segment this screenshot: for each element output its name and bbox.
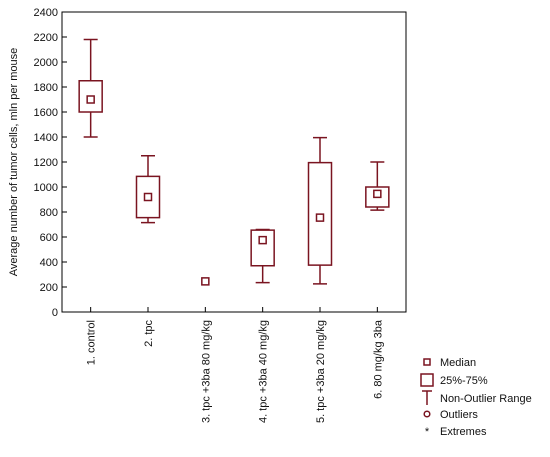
y-tick-label: 2000	[34, 57, 58, 69]
legend-label: Median	[440, 357, 476, 369]
y-tick-label: 2400	[34, 7, 58, 19]
iqr-box	[250, 229, 275, 267]
x-tick-label: 3. tpc +3ba 80 mg/kg	[200, 320, 212, 423]
median-marker	[201, 277, 210, 286]
plot-frame	[61, 11, 407, 313]
legend-label: 25%-75%	[440, 375, 488, 387]
x-tick-label: 6. 80 mg/kg 3ba	[372, 319, 384, 399]
legend-median-icon	[423, 358, 431, 366]
box-group	[250, 228, 275, 284]
iqr-box	[365, 186, 390, 208]
y-tick-label: 1000	[34, 182, 58, 194]
x-tick-label: 2. tpc	[143, 320, 155, 347]
y-tick-label: 1600	[34, 107, 58, 119]
legend-label: Non-Outlier Range	[440, 393, 532, 405]
median-marker	[143, 192, 153, 202]
y-tick-label: 800	[40, 207, 58, 219]
median-marker	[258, 235, 267, 245]
legend-extreme-icon: *	[425, 426, 430, 438]
box-series	[78, 38, 390, 286]
iqr-box	[78, 80, 103, 113]
median-marker	[315, 213, 325, 222]
box-group	[201, 277, 210, 286]
legend-label: Extremes	[440, 426, 487, 438]
legend-label: Outliers	[440, 409, 478, 421]
x-tick-label: 4. tpc +3ba 40 mg/kg	[258, 320, 270, 423]
y-axis-label: Average number of tumor cells, mln per m…	[8, 48, 20, 276]
legend-outlier-icon	[423, 410, 431, 418]
legend: Median 25%-75% Non-Outlier Range Outliers * E…	[420, 357, 532, 438]
x-tick-label: 5. tpc +3ba 20 mg/kg	[315, 320, 327, 423]
median-marker	[86, 95, 95, 104]
y-tick-label: 0	[52, 307, 58, 319]
y-tick-label: 600	[40, 232, 58, 244]
legend-box-icon	[420, 373, 434, 387]
y-axis-ticks: 0 200 400 600 800 1000 1200 1400 1600 1800 2000 220…	[34, 7, 67, 319]
median-marker	[373, 189, 382, 199]
box-group	[78, 38, 103, 138]
y-tick-label: 1800	[34, 82, 58, 94]
iqr-box	[307, 161, 333, 266]
iqr-box	[135, 175, 161, 219]
y-tick-label: 2200	[34, 32, 58, 44]
box-group	[307, 136, 333, 285]
x-axis-ticks: 1. control 2. tpc 3. tpc +3ba 80 mg/kg 4. t…	[86, 307, 384, 423]
y-tick-label: 400	[40, 257, 58, 269]
y-tick-label: 1200	[34, 157, 58, 169]
y-tick-label: 1400	[34, 132, 58, 144]
box-group	[365, 161, 390, 211]
y-tick-label: 200	[40, 282, 58, 294]
box-group	[135, 155, 161, 224]
x-tick-label: 1. control	[86, 320, 98, 365]
